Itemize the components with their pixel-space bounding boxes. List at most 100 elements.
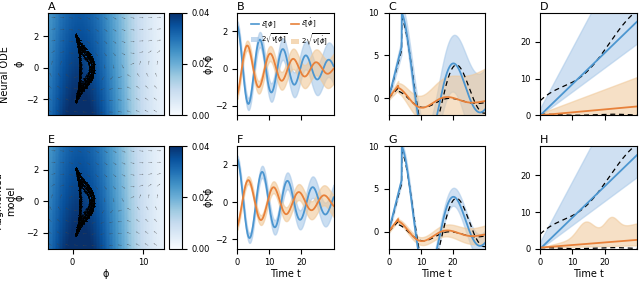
Point: [74, 218, 84, 223]
Point: [75, 180, 85, 184]
Point: [79, 180, 89, 185]
Point: [75, 70, 85, 74]
Point: [76, 65, 86, 70]
Point: [72, 40, 83, 45]
Point: [74, 49, 84, 54]
Point: [72, 232, 82, 236]
Point: [76, 185, 86, 190]
Point: [85, 66, 95, 71]
Point: [84, 56, 95, 61]
Point: [88, 73, 98, 78]
Point: [72, 34, 82, 39]
Point: [74, 177, 84, 182]
Point: [70, 231, 80, 236]
Point: [83, 194, 93, 199]
Point: [74, 51, 84, 55]
Point: [79, 45, 89, 50]
Point: [76, 204, 86, 208]
Point: [72, 88, 83, 93]
Point: [76, 199, 86, 203]
Point: [86, 203, 96, 207]
Point: [75, 40, 85, 44]
Point: [85, 189, 95, 194]
Point: [78, 216, 88, 220]
Point: [75, 216, 85, 221]
Point: [87, 66, 97, 71]
Point: [84, 67, 95, 72]
Point: [72, 167, 82, 172]
Point: [81, 187, 91, 191]
Point: [86, 65, 97, 70]
Point: [73, 90, 83, 94]
Point: [74, 74, 84, 78]
Point: [78, 87, 88, 92]
Point: [74, 177, 84, 182]
Point: [76, 90, 86, 94]
Point: [84, 189, 94, 194]
Point: [75, 178, 85, 182]
Point: [77, 53, 88, 58]
Point: [74, 217, 84, 221]
Point: [82, 49, 92, 53]
Point: [73, 83, 83, 88]
Point: [81, 185, 91, 190]
Point: [72, 230, 82, 235]
Point: [86, 197, 97, 201]
Point: [75, 56, 85, 60]
Point: [88, 207, 98, 211]
Point: [74, 49, 84, 53]
Point: [70, 34, 81, 38]
Point: [73, 172, 83, 177]
Point: [73, 179, 83, 183]
Point: [76, 68, 86, 73]
Point: [73, 225, 83, 229]
Point: [77, 52, 87, 57]
Point: [84, 55, 94, 60]
Point: [76, 87, 86, 92]
Point: [88, 72, 99, 76]
Point: [84, 68, 94, 73]
Point: [76, 189, 86, 194]
Point: [74, 182, 84, 187]
Point: [75, 205, 85, 209]
Point: [88, 70, 98, 74]
Point: [72, 173, 82, 178]
Point: [75, 80, 85, 84]
Point: [88, 58, 99, 62]
Point: [84, 192, 95, 197]
Point: [73, 170, 83, 175]
Point: [73, 93, 83, 98]
Point: [86, 58, 97, 62]
Point: [88, 72, 98, 77]
Point: [86, 63, 97, 67]
Point: [73, 89, 83, 94]
Point: [74, 85, 84, 90]
Point: [79, 83, 89, 87]
Point: [76, 216, 86, 220]
Point: [74, 179, 84, 184]
Point: [77, 71, 87, 75]
Point: [84, 55, 94, 60]
Point: [88, 69, 99, 74]
Point: [74, 46, 84, 50]
Point: [70, 169, 81, 173]
Point: [82, 219, 92, 223]
Point: [81, 51, 91, 56]
Point: [84, 77, 94, 82]
Point: [74, 39, 84, 43]
Point: [88, 207, 98, 211]
Point: [89, 65, 99, 70]
Point: [72, 36, 82, 40]
Point: [73, 225, 83, 229]
Point: [82, 210, 92, 214]
Point: [84, 75, 94, 80]
Point: [77, 222, 87, 226]
Point: [77, 67, 87, 71]
Point: [70, 33, 81, 37]
Point: [71, 166, 81, 171]
Point: [84, 74, 95, 78]
Point: [76, 46, 86, 51]
Point: [80, 79, 90, 84]
Point: [79, 56, 90, 60]
Point: [79, 209, 90, 214]
